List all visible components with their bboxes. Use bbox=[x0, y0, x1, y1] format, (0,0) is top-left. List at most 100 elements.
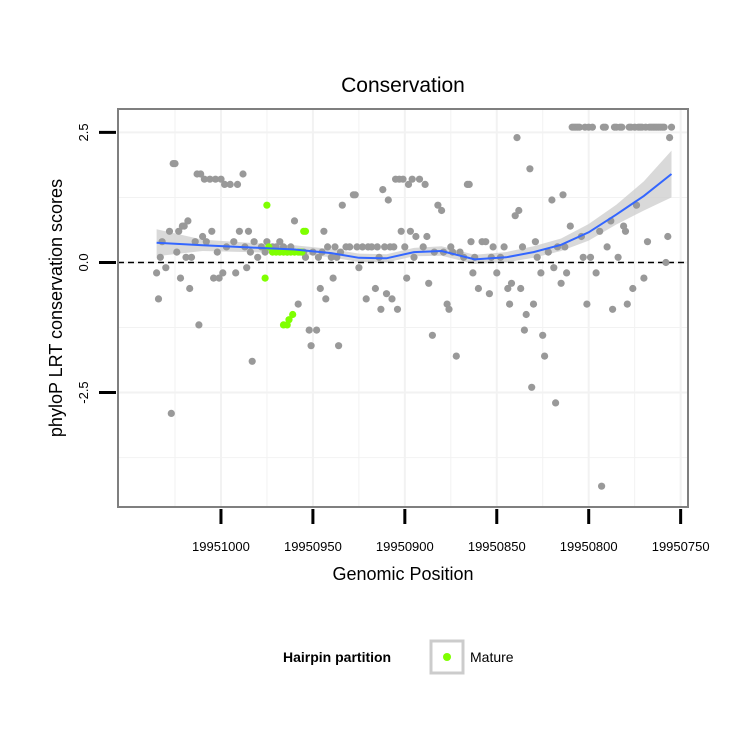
data-point bbox=[640, 274, 648, 282]
data-point bbox=[406, 227, 414, 235]
plot-panel bbox=[117, 108, 689, 508]
smooth-line bbox=[156, 173, 673, 261]
data-point bbox=[660, 123, 668, 131]
data-point bbox=[465, 180, 473, 188]
x-axis-label: Genomic Position bbox=[332, 564, 473, 584]
data-point bbox=[500, 243, 508, 251]
legend-label-mature: Mature bbox=[470, 649, 514, 665]
data-point bbox=[520, 326, 529, 334]
data-point bbox=[184, 217, 192, 225]
data-point bbox=[609, 305, 617, 313]
data-point bbox=[254, 253, 262, 261]
data-point bbox=[180, 222, 188, 230]
data-point bbox=[329, 274, 337, 282]
data-point bbox=[276, 238, 284, 246]
data-point bbox=[557, 279, 565, 287]
chart-title: Conservation bbox=[341, 74, 465, 97]
data-point bbox=[377, 305, 385, 313]
data-point bbox=[206, 175, 214, 183]
data-point bbox=[598, 482, 606, 490]
data-point bbox=[537, 269, 545, 277]
data-point bbox=[579, 253, 587, 261]
data-point bbox=[390, 243, 398, 251]
data-point bbox=[614, 253, 622, 261]
mature-point bbox=[301, 227, 310, 235]
data-point bbox=[246, 248, 254, 256]
y-axis-label: phyloP LRT conservation scores bbox=[46, 179, 66, 437]
y-tick-label: 0.0 bbox=[76, 253, 91, 271]
x-axis: 19951000 19950950 19950900 19950850 19950800… bbox=[192, 509, 710, 554]
data-point bbox=[358, 243, 367, 251]
data-point bbox=[592, 269, 600, 277]
data-point bbox=[362, 295, 370, 303]
data-point bbox=[294, 300, 302, 308]
mature-point bbox=[263, 201, 271, 209]
data-point bbox=[313, 326, 321, 334]
data-point bbox=[552, 399, 560, 407]
data-point bbox=[401, 243, 409, 251]
data-point bbox=[643, 238, 652, 246]
data-point bbox=[621, 227, 630, 235]
data-point bbox=[425, 279, 433, 287]
data-point bbox=[575, 123, 584, 131]
data-point bbox=[307, 342, 315, 350]
data-point bbox=[544, 248, 552, 256]
panel-border bbox=[117, 108, 689, 508]
data-point bbox=[469, 269, 477, 277]
data-point bbox=[199, 232, 207, 241]
data-point bbox=[456, 248, 464, 256]
data-point bbox=[596, 227, 604, 235]
data-point bbox=[371, 284, 379, 293]
mature-point bbox=[289, 310, 297, 319]
data-point bbox=[226, 180, 234, 188]
data-point bbox=[541, 352, 549, 360]
data-point bbox=[165, 227, 174, 235]
data-point bbox=[324, 243, 332, 251]
data-point bbox=[239, 170, 247, 178]
data-point bbox=[511, 212, 519, 220]
data-point bbox=[173, 248, 181, 256]
data-point bbox=[213, 248, 221, 256]
data-point bbox=[219, 269, 227, 277]
data-point bbox=[154, 295, 163, 303]
data-point bbox=[410, 253, 418, 261]
data-point bbox=[320, 227, 328, 235]
data-point bbox=[233, 180, 242, 188]
data-point bbox=[419, 243, 427, 251]
data-point bbox=[379, 186, 387, 194]
data-point bbox=[232, 269, 240, 277]
data-point bbox=[397, 227, 405, 235]
data-point bbox=[176, 274, 185, 282]
data-point bbox=[485, 290, 493, 298]
mature-point bbox=[285, 316, 293, 324]
data-point bbox=[162, 264, 170, 272]
data-point bbox=[507, 279, 516, 287]
data-point bbox=[322, 295, 330, 303]
data-point bbox=[403, 274, 411, 282]
x-tick-label: 19950800 bbox=[560, 539, 618, 554]
data-point bbox=[261, 248, 269, 256]
panel-background bbox=[118, 109, 688, 507]
data-point bbox=[327, 253, 335, 261]
y-tick-label: -2.5 bbox=[76, 381, 91, 403]
data-point bbox=[208, 227, 216, 235]
data-point bbox=[353, 243, 361, 251]
data-point bbox=[566, 222, 574, 230]
data-point bbox=[248, 357, 256, 365]
data-point bbox=[187, 253, 196, 261]
data-point bbox=[368, 243, 376, 251]
data-point bbox=[215, 274, 223, 282]
data-point bbox=[404, 180, 413, 188]
legend-key-point bbox=[443, 653, 451, 661]
data-point bbox=[175, 227, 183, 235]
data-point bbox=[474, 284, 482, 293]
data-point bbox=[528, 383, 536, 391]
data-point bbox=[384, 196, 392, 204]
data-point bbox=[559, 191, 567, 199]
data-point bbox=[445, 305, 453, 313]
data-point bbox=[550, 264, 558, 272]
data-point bbox=[210, 274, 218, 282]
data-point bbox=[381, 243, 389, 251]
data-point bbox=[583, 300, 591, 308]
data-point bbox=[393, 305, 402, 313]
